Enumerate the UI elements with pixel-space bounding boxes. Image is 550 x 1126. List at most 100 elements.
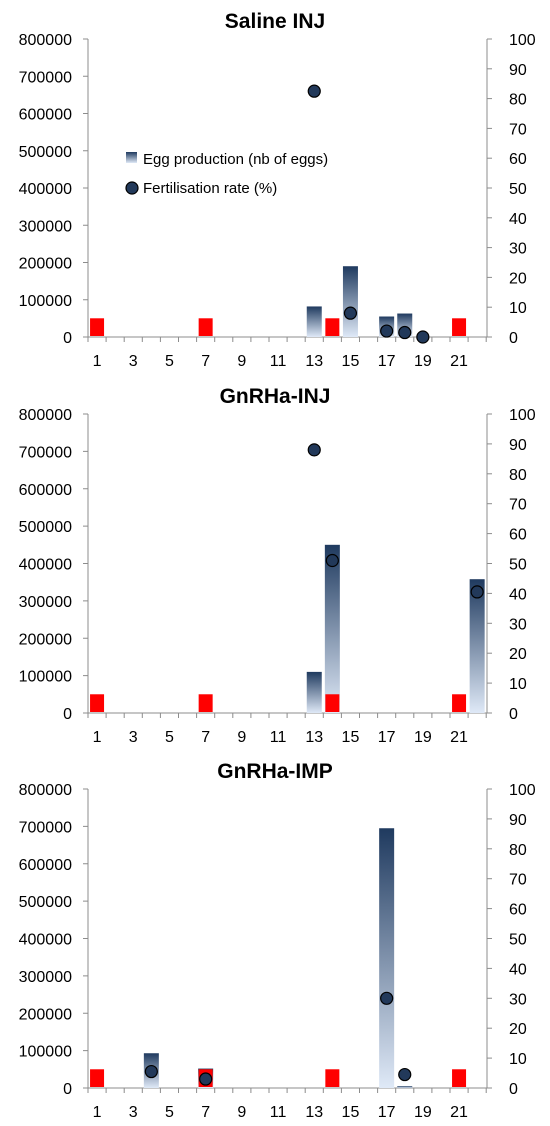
y-right-tick-label: 40 bbox=[509, 211, 527, 228]
y-right-tick-label: 20 bbox=[509, 646, 527, 663]
egg-production-bar bbox=[342, 266, 358, 337]
y-right-tick-label: 70 bbox=[509, 121, 527, 138]
fertilisation-rate-point bbox=[199, 1072, 213, 1086]
y-left-tick-label: 800000 bbox=[19, 407, 72, 424]
y-left-tick-label: 700000 bbox=[19, 444, 72, 461]
fertilisation-rate-point bbox=[416, 330, 430, 344]
x-tick-label: 7 bbox=[201, 353, 210, 370]
fertilisation-rate-point bbox=[398, 325, 412, 340]
red-marker bbox=[325, 694, 340, 712]
y-left-tick-label: 500000 bbox=[19, 519, 72, 536]
y-right-tick-label: 100 bbox=[509, 407, 536, 424]
y-left-tick-label: 700000 bbox=[19, 69, 72, 86]
x-tick-label: 9 bbox=[237, 729, 246, 746]
y-left-tick-label: 400000 bbox=[19, 932, 72, 949]
egg-production-bar bbox=[324, 544, 340, 713]
red-marker bbox=[452, 1069, 467, 1087]
x-tick-label: 13 bbox=[305, 1104, 323, 1121]
x-tick-label: 15 bbox=[342, 729, 360, 746]
legend-egg-label: Egg production (nb of eggs) bbox=[143, 151, 328, 168]
fertilisation-rate-point bbox=[144, 1064, 158, 1079]
x-tick-label: 1 bbox=[93, 729, 102, 746]
fertilisation-rate-point bbox=[398, 1067, 412, 1082]
x-tick-label: 5 bbox=[165, 1104, 174, 1121]
red-marker bbox=[452, 318, 467, 336]
x-tick-label: 9 bbox=[237, 353, 246, 370]
y-right-tick-label: 0 bbox=[509, 1081, 518, 1098]
red-marker bbox=[325, 1069, 340, 1087]
chart-gnrha-imp: GnRHa-IMP 0 100000 200000 300000 400000 500000… bbox=[19, 760, 536, 1121]
y-right-tick-label: 0 bbox=[509, 706, 518, 723]
y-right-tick-label: 90 bbox=[509, 437, 527, 454]
y-left-tick-label: 600000 bbox=[19, 482, 72, 499]
y-right-tick-label: 70 bbox=[509, 872, 527, 889]
x-tick-label: 21 bbox=[450, 729, 468, 746]
y-right-tick-label: 100 bbox=[509, 32, 536, 49]
x-tick-label: 5 bbox=[165, 729, 174, 746]
x-tick-label: 3 bbox=[129, 729, 138, 746]
legend-dot-swatch bbox=[125, 181, 139, 195]
y-left-tick-label: 300000 bbox=[19, 969, 72, 986]
legend: Egg production (nb of eggs) Fertilisation… bbox=[125, 151, 328, 197]
chart-panel-gnrha-imp: GnRHa-IMP 0 100000 200000 300000 400000 500000… bbox=[0, 750, 550, 1126]
y-left-tick-label: 0 bbox=[63, 1081, 72, 1098]
chart-title: Saline INJ bbox=[225, 10, 325, 33]
y-right-tick-label: 60 bbox=[509, 151, 527, 168]
y-left-tick-label: 500000 bbox=[19, 144, 72, 161]
x-tick-label: 19 bbox=[414, 353, 432, 370]
y-right-tick-label: 20 bbox=[509, 1021, 527, 1038]
y-right-tick-label: 50 bbox=[509, 932, 527, 949]
y-left-tick-label: 200000 bbox=[19, 256, 72, 273]
y-left-tick-label: 200000 bbox=[19, 631, 72, 648]
fertilisation-rate-point bbox=[307, 84, 321, 98]
x-tick-label: 15 bbox=[342, 1104, 360, 1121]
y-right-tick-label: 60 bbox=[509, 902, 527, 919]
legend-bar-swatch bbox=[126, 152, 137, 163]
x-tick-label: 1 bbox=[93, 353, 102, 370]
x-tick-label: 21 bbox=[450, 353, 468, 370]
egg-production-bar bbox=[306, 306, 322, 337]
x-tick-label: 9 bbox=[237, 1104, 246, 1121]
y-left-tick-label: 600000 bbox=[19, 107, 72, 124]
y-left-tick-label: 200000 bbox=[19, 1006, 72, 1023]
y-right-tick-label: 40 bbox=[509, 586, 527, 603]
y-left-tick-label: 400000 bbox=[19, 181, 72, 198]
y-left-tick-label: 700000 bbox=[19, 819, 72, 836]
y-right-tick-label: 50 bbox=[509, 557, 527, 574]
x-tick-label: 17 bbox=[378, 1104, 396, 1121]
y-left-tick-label: 300000 bbox=[19, 594, 72, 611]
chart-title: GnRHa-INJ bbox=[220, 385, 331, 408]
y-right-tick-label: 60 bbox=[509, 527, 527, 544]
red-marker bbox=[90, 694, 105, 712]
fertilisation-rate-point bbox=[380, 324, 394, 338]
x-tick-label: 19 bbox=[414, 729, 432, 746]
x-tick-label: 17 bbox=[378, 729, 396, 746]
y-left-tick-label: 100000 bbox=[19, 1044, 72, 1061]
y-right-tick-label: 100 bbox=[509, 782, 536, 799]
legend-fert-label: Fertilisation rate (%) bbox=[143, 180, 277, 197]
red-marker bbox=[452, 694, 467, 712]
y-left-tick-label: 100000 bbox=[19, 293, 72, 310]
x-tick-label: 13 bbox=[305, 353, 323, 370]
egg-production-bar bbox=[397, 1086, 413, 1088]
y-left-tick-label: 800000 bbox=[19, 782, 72, 799]
red-marker bbox=[90, 1069, 105, 1087]
y-right-tick-label: 10 bbox=[509, 1051, 527, 1068]
red-marker bbox=[325, 318, 340, 336]
x-tick-label: 21 bbox=[450, 1104, 468, 1121]
y-right-tick-label: 20 bbox=[509, 270, 527, 287]
fertilisation-rate-point bbox=[325, 553, 339, 568]
y-left-tick-label: 500000 bbox=[19, 894, 72, 911]
y-right-tick-label: 0 bbox=[509, 330, 518, 347]
egg-production-bar bbox=[469, 579, 485, 713]
chart-title: GnRHa-IMP bbox=[217, 760, 333, 783]
y-left-tick-label: 100000 bbox=[19, 669, 72, 686]
x-tick-label: 1 bbox=[93, 1104, 102, 1121]
x-tick-label: 3 bbox=[129, 353, 138, 370]
y-left-tick-label: 600000 bbox=[19, 857, 72, 874]
y-left-tick-label: 800000 bbox=[19, 32, 72, 49]
x-tick-label: 11 bbox=[270, 1104, 287, 1121]
x-tick-label: 7 bbox=[201, 1104, 210, 1121]
y-right-tick-label: 80 bbox=[509, 842, 527, 859]
red-marker bbox=[90, 318, 105, 336]
